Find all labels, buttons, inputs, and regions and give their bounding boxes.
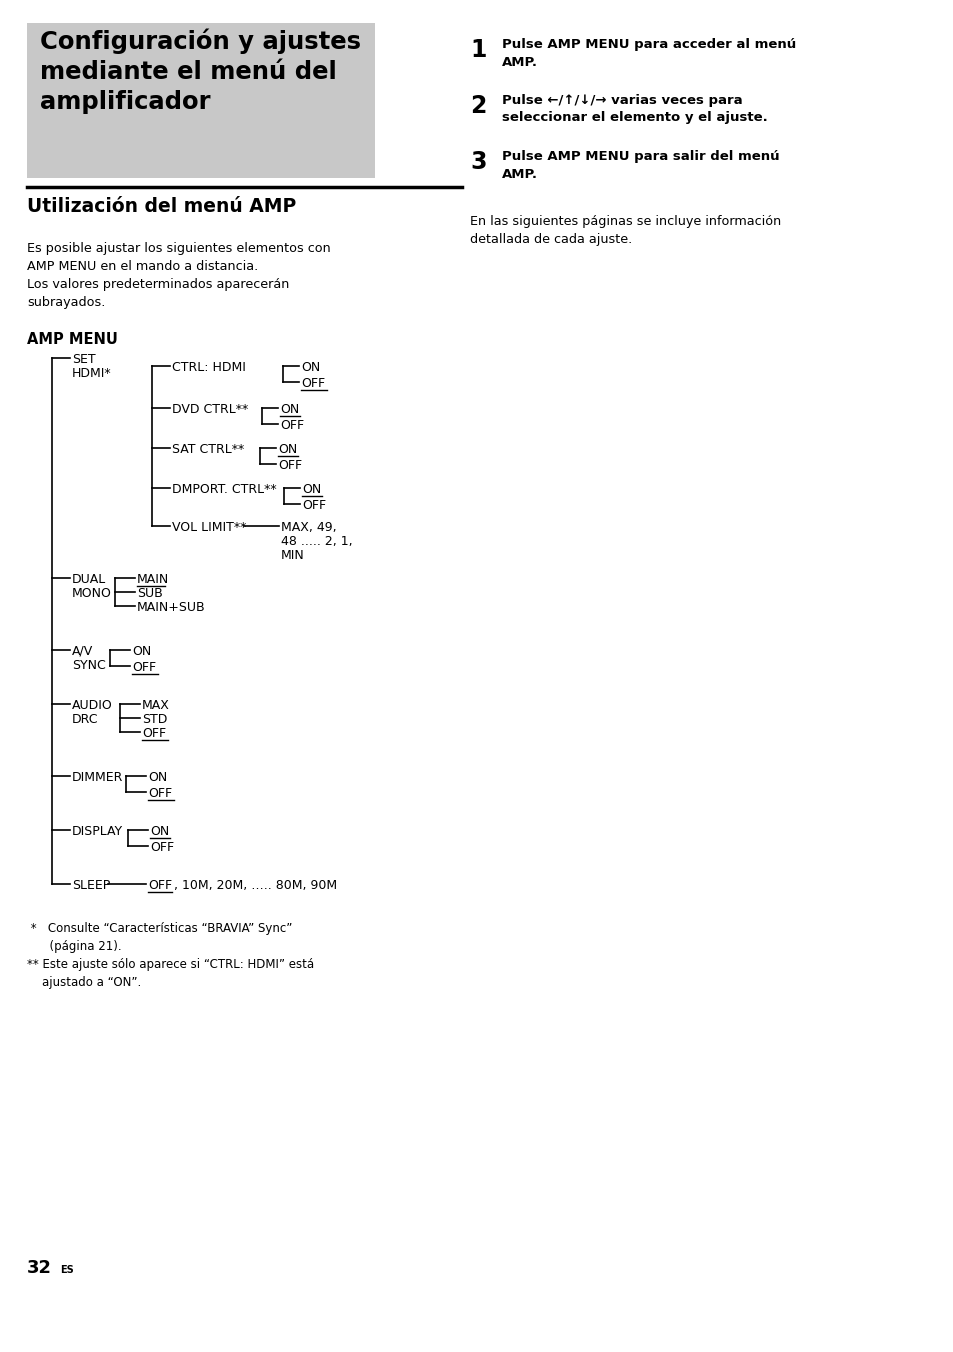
- Text: ON: ON: [277, 443, 297, 456]
- Text: OFF: OFF: [148, 879, 172, 892]
- Text: *   Consulte “Características “BRAVIA” Sync”
      (página 21).: * Consulte “Características “BRAVIA” Syn…: [27, 922, 292, 953]
- Text: HDMI*: HDMI*: [71, 366, 112, 380]
- Text: Configuración y ajustes
mediante el menú del
amplificador: Configuración y ajustes mediante el menú…: [40, 28, 360, 114]
- Text: SET: SET: [71, 353, 95, 366]
- Text: OFF: OFF: [148, 787, 172, 800]
- Text: OFF: OFF: [277, 458, 302, 472]
- Text: OFF: OFF: [280, 419, 304, 433]
- Text: DRC: DRC: [71, 713, 98, 726]
- Text: Pulse ←/↑/↓/→ varias veces para
seleccionar el elemento y el ajuste.: Pulse ←/↑/↓/→ varias veces para seleccio…: [501, 95, 767, 124]
- Text: Utilización del menú AMP: Utilización del menú AMP: [27, 197, 296, 216]
- Text: SYNC: SYNC: [71, 658, 106, 672]
- Text: DMPORT. CTRL**: DMPORT. CTRL**: [172, 483, 276, 496]
- Text: Es posible ajustar los siguientes elementos con
AMP MENU en el mando a distancia: Es posible ajustar los siguientes elemen…: [27, 242, 331, 310]
- Text: ON: ON: [280, 403, 299, 416]
- Text: STD: STD: [142, 713, 167, 726]
- Text: ES: ES: [60, 1265, 73, 1275]
- Text: OFF: OFF: [150, 841, 174, 854]
- Text: MAIN+SUB: MAIN+SUB: [137, 602, 206, 614]
- Text: ON: ON: [148, 771, 167, 784]
- Text: 2: 2: [470, 95, 486, 118]
- Text: SAT CTRL**: SAT CTRL**: [172, 443, 244, 456]
- Text: ON: ON: [302, 483, 321, 496]
- Text: Pulse AMP MENU para acceder al menú
AMP.: Pulse AMP MENU para acceder al menú AMP.: [501, 38, 796, 69]
- Text: ** Este ajuste sólo aparece si “CTRL: HDMI” está
    ajustado a “ON”.: ** Este ajuste sólo aparece si “CTRL: HD…: [27, 959, 314, 990]
- Text: ON: ON: [150, 825, 169, 838]
- Text: MIN: MIN: [281, 549, 304, 562]
- Text: DUAL: DUAL: [71, 573, 106, 585]
- Text: MAIN: MAIN: [137, 573, 169, 585]
- Text: , 10M, 20M, ….. 80M, 90M: , 10M, 20M, ….. 80M, 90M: [173, 879, 336, 892]
- Text: OFF: OFF: [132, 661, 156, 675]
- Text: 32: 32: [27, 1259, 52, 1278]
- Text: AMP MENU: AMP MENU: [27, 333, 118, 347]
- Text: OFF: OFF: [142, 727, 166, 740]
- Text: DISPLAY: DISPLAY: [71, 825, 123, 838]
- Text: DIMMER: DIMMER: [71, 771, 123, 784]
- Text: 1: 1: [470, 38, 486, 62]
- Text: SUB: SUB: [137, 587, 163, 600]
- Text: OFF: OFF: [301, 377, 325, 389]
- Text: MAX: MAX: [142, 699, 170, 713]
- Text: SLEEP: SLEEP: [71, 879, 111, 892]
- Text: DVD CTRL**: DVD CTRL**: [172, 403, 248, 416]
- Text: MONO: MONO: [71, 587, 112, 600]
- Text: AUDIO: AUDIO: [71, 699, 112, 713]
- Text: CTRL: HDMI: CTRL: HDMI: [172, 361, 246, 375]
- Text: 3: 3: [470, 150, 486, 174]
- Text: A/V: A/V: [71, 645, 93, 658]
- Text: En las siguientes páginas se incluye información
detallada de cada ajuste.: En las siguientes páginas se incluye inf…: [470, 215, 781, 246]
- Text: ON: ON: [132, 645, 152, 658]
- FancyBboxPatch shape: [27, 23, 375, 178]
- Text: MAX, 49,: MAX, 49,: [281, 521, 336, 534]
- Text: OFF: OFF: [302, 499, 326, 512]
- Text: Pulse AMP MENU para salir del menú
AMP.: Pulse AMP MENU para salir del menú AMP.: [501, 150, 779, 181]
- Text: 48 ..... 2, 1,: 48 ..... 2, 1,: [281, 535, 353, 548]
- Text: ON: ON: [301, 361, 320, 375]
- Text: VOL LIMIT**: VOL LIMIT**: [172, 521, 246, 534]
